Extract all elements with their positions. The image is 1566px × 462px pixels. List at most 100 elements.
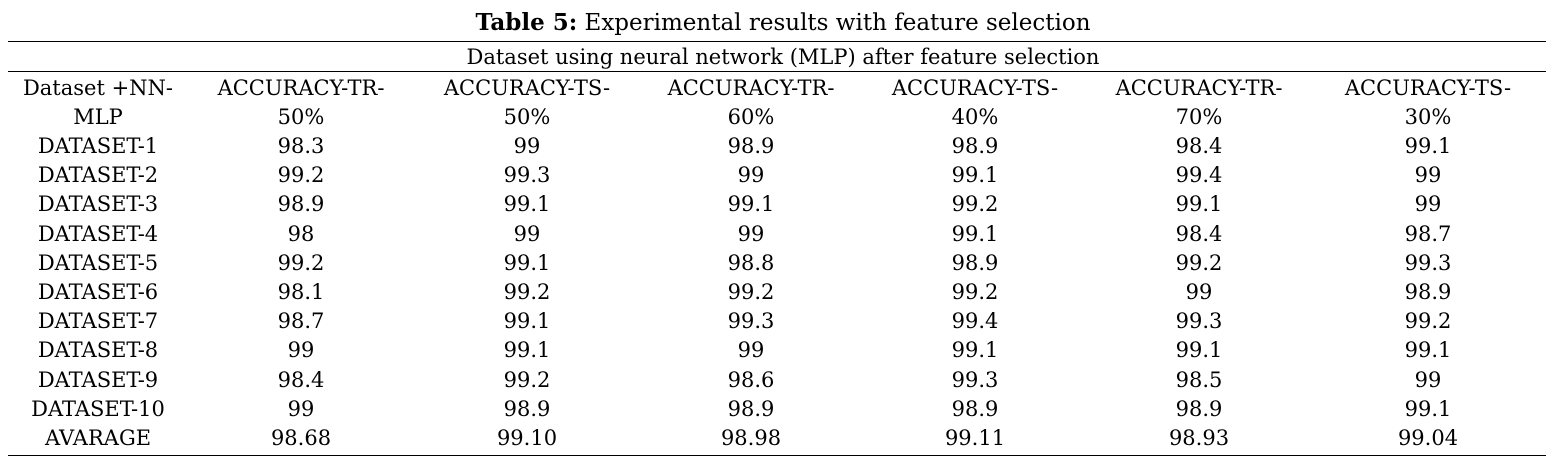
row-label-cell: DATASET-6 xyxy=(37,280,159,305)
value-cell: 99.3 xyxy=(1175,309,1223,334)
value-cell: 99 xyxy=(513,134,541,158)
row-label-cell: DATASET-3 xyxy=(37,192,159,217)
table-subtitle: Dataset using neural network (MLP) after… xyxy=(466,45,1100,69)
value-cell: 99 xyxy=(513,221,541,246)
column-header-line2: 30% xyxy=(1404,105,1452,129)
table-header-row: Dataset +NN- MLP ACCURACY-TR- 50% ACCURACY-T… xyxy=(8,74,1546,132)
column-header: ACCURACY-TR- 70% xyxy=(1088,74,1310,132)
header-rule xyxy=(8,71,1546,72)
table-row: DATASET-8 99 99.1 99 99.1 99.1 99.1 xyxy=(8,336,1546,365)
value-cell: 98.68 xyxy=(270,426,332,451)
column-header-line2: MLP xyxy=(73,105,123,129)
value-cell: 98.4 xyxy=(1175,221,1223,246)
value-cell: 98.9 xyxy=(951,134,999,158)
value-cell: 99 xyxy=(737,221,765,246)
value-cell: 98.9 xyxy=(277,192,325,217)
value-cell: 98.5 xyxy=(1175,367,1223,392)
value-cell: 99.04 xyxy=(1397,426,1459,451)
value-cell: 98.3 xyxy=(277,134,325,158)
value-cell: 99.1 xyxy=(951,221,999,246)
value-cell: 98.9 xyxy=(727,134,775,158)
value-cell: 99.2 xyxy=(951,280,999,305)
value-cell: 99.1 xyxy=(951,163,999,188)
value-cell: 99 xyxy=(1414,163,1442,188)
row-label-cell: DATASET-9 xyxy=(37,367,159,392)
value-cell: 99 xyxy=(1414,192,1442,217)
value-cell: 99.3 xyxy=(951,367,999,392)
column-header: ACCURACY-TR- 60% xyxy=(640,74,862,132)
column-header-line2: 50% xyxy=(503,105,551,129)
table-row: AVARAGE 98.68 99.10 98.98 99.11 98.93 99.04 xyxy=(8,424,1546,453)
column-header: ACCURACY-TS- 40% xyxy=(862,74,1088,132)
column-header-line2: 50% xyxy=(277,105,325,129)
value-cell: 99.1 xyxy=(1175,338,1223,363)
table-body: DATASET-1 98.3 99 98.9 98.9 98.4 99.1 DATASET-2… xyxy=(8,132,1546,453)
table-row: DATASET-7 98.7 99.1 99.3 99.4 99.3 99.2 xyxy=(8,307,1546,336)
value-cell: 98.93 xyxy=(1168,426,1230,451)
value-cell: 99.2 xyxy=(277,250,325,275)
column-header-line1: Dataset +NN- xyxy=(22,76,174,100)
value-cell: 99.1 xyxy=(503,192,551,217)
value-cell: 99 xyxy=(1185,280,1213,305)
table-caption-text: Experimental results with feature select… xyxy=(584,10,1091,36)
value-cell: 98.9 xyxy=(951,250,999,275)
value-cell: 98.9 xyxy=(1175,396,1223,421)
value-cell: 98.7 xyxy=(277,309,325,334)
value-cell: 99.1 xyxy=(1404,338,1452,363)
value-cell: 99.2 xyxy=(1175,250,1223,275)
value-cell: 98 xyxy=(287,221,315,246)
row-label-cell: DATASET-10 xyxy=(31,396,165,421)
column-header-line1: ACCURACY-TS- xyxy=(891,76,1059,100)
value-cell: 99.10 xyxy=(496,426,558,451)
value-cell: 99.1 xyxy=(1404,396,1452,421)
column-header-line1: ACCURACY-TS- xyxy=(443,76,611,100)
value-cell: 99.2 xyxy=(1404,309,1452,334)
table-row: DATASET-4 98 99 99 99.1 98.4 98.7 xyxy=(8,220,1546,249)
value-cell: 98.9 xyxy=(1404,280,1452,305)
table-caption-label: Table 5: xyxy=(475,9,578,36)
value-cell: 98.4 xyxy=(277,367,325,392)
table-row: DATASET-9 98.4 99.2 98.6 99.3 98.5 99 xyxy=(8,366,1546,395)
value-cell: 99.3 xyxy=(1404,250,1452,275)
top-rule xyxy=(8,41,1546,42)
value-cell: 98.9 xyxy=(951,396,999,421)
row-label-cell: DATASET-8 xyxy=(37,338,159,363)
row-label-cell: AVARAGE xyxy=(44,426,152,451)
value-cell: 99.2 xyxy=(503,280,551,305)
column-header-line2: 40% xyxy=(951,105,999,129)
table-row: DATASET-10 99 98.9 98.9 98.9 98.9 99.1 xyxy=(8,395,1546,424)
row-label-cell: DATASET-5 xyxy=(37,250,159,275)
table-row: DATASET-6 98.1 99.2 99.2 99.2 99 98.9 xyxy=(8,278,1546,307)
value-cell: 98.8 xyxy=(727,250,775,275)
row-label-cell: DATASET-2 xyxy=(37,163,159,188)
value-cell: 99 xyxy=(287,396,315,421)
value-cell: 99 xyxy=(737,163,765,188)
value-cell: 98.9 xyxy=(503,396,551,421)
value-cell: 99.2 xyxy=(951,192,999,217)
value-cell: 99 xyxy=(1414,367,1442,392)
column-header: ACCURACY-TS- 30% xyxy=(1310,74,1546,132)
value-cell: 99.1 xyxy=(503,250,551,275)
value-cell: 99.3 xyxy=(727,309,775,334)
value-cell: 99.2 xyxy=(727,280,775,305)
value-cell: 99 xyxy=(287,338,315,363)
value-cell: 98.7 xyxy=(1404,221,1452,246)
table-row: DATASET-5 99.2 99.1 98.8 98.9 99.2 99.3 xyxy=(8,249,1546,278)
results-table: Dataset +NN- MLP ACCURACY-TR- 50% ACCURACY-T… xyxy=(8,74,1546,453)
value-cell: 98.4 xyxy=(1175,134,1223,158)
value-cell: 98.1 xyxy=(277,280,325,305)
value-cell: 99.4 xyxy=(951,309,999,334)
column-header-line1: ACCURACY-TR- xyxy=(1115,76,1283,100)
value-cell: 99.1 xyxy=(1175,192,1223,217)
table-row: DATASET-1 98.3 99 98.9 98.9 98.4 99.1 xyxy=(8,132,1546,161)
table-caption: Table 5: Experimental results with featu… xyxy=(0,8,1566,38)
value-cell: 98.9 xyxy=(727,396,775,421)
value-cell: 99.1 xyxy=(727,192,775,217)
row-label-cell: DATASET-7 xyxy=(37,309,159,334)
value-cell: 99.1 xyxy=(951,338,999,363)
column-header-line2: 70% xyxy=(1175,105,1223,129)
value-cell: 99.1 xyxy=(503,338,551,363)
column-header: ACCURACY-TS- 50% xyxy=(414,74,640,132)
column-header: Dataset +NN- MLP xyxy=(8,74,188,132)
